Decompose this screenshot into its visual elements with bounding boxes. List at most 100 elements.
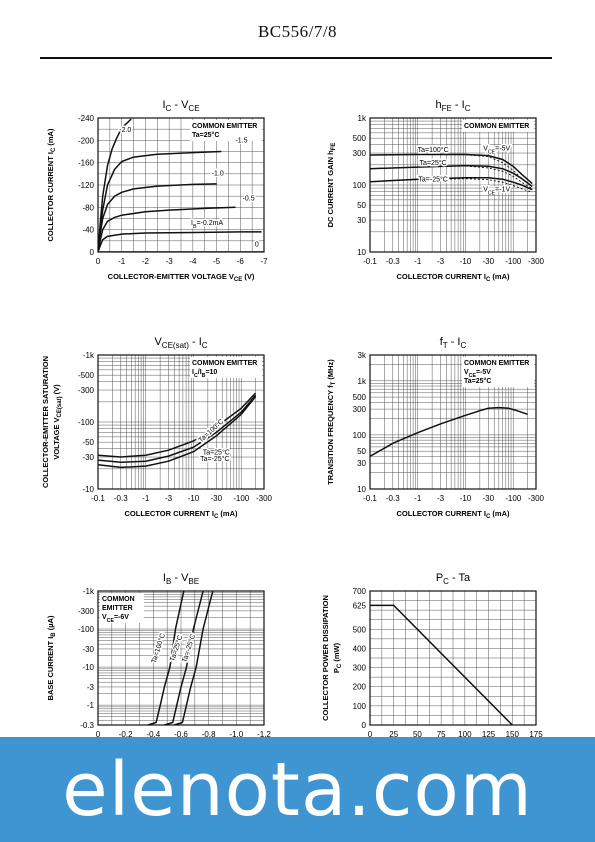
legend-text: EMITTER bbox=[102, 605, 133, 612]
series-line-2 bbox=[173, 591, 214, 725]
y-axis-label: BASE CURRENT IB (µA) bbox=[46, 615, 57, 700]
chart-ft-ic: -0.1 -0.3 -1 -3 -10 -30 -100 -300 10 30 50 100 300 50… bbox=[326, 336, 545, 520]
annotation-halo: -2.0 bbox=[119, 127, 131, 134]
x-tick-label: -4 bbox=[189, 257, 197, 266]
legend-text: COMMON EMITTER bbox=[192, 360, 257, 367]
plot-frame bbox=[369, 354, 537, 490]
annotation-halo: -1.5 bbox=[235, 138, 247, 145]
x-tick-label: 0 bbox=[368, 730, 373, 739]
annotation-halo: Ta=100°C bbox=[418, 146, 449, 154]
legend-condition: VCE=-6V bbox=[102, 614, 129, 624]
x-tick-label: 100 bbox=[458, 730, 472, 739]
y-tick-label: 100 bbox=[353, 181, 367, 190]
x-axis-label: COLLECTOR CURRENT IC (mA) bbox=[397, 272, 510, 283]
plot-frame bbox=[97, 590, 265, 726]
y-tick-label: 50 bbox=[357, 201, 366, 210]
x-tick-label: -100 bbox=[505, 494, 522, 503]
annotation-halo: VCE=-5V bbox=[483, 145, 511, 154]
x-tick-label: -10 bbox=[460, 494, 472, 503]
series-line-0 bbox=[370, 153, 533, 185]
y-tick-label: 10 bbox=[357, 248, 366, 257]
legend-box bbox=[462, 357, 534, 387]
x-tick-label: -300 bbox=[528, 257, 545, 266]
y-tick-label: -100 bbox=[78, 625, 95, 634]
legend-text: COMMON EMITTER bbox=[464, 360, 529, 367]
series-line-4 bbox=[370, 177, 533, 191]
chart-hfe-ic: -0.1 -0.3 -1 -3 -10 -30 -100 -300 10 30 50 100 300 50… bbox=[326, 99, 545, 283]
y-tick-label: -160 bbox=[78, 159, 95, 168]
annotation-halo: IB=-0.2mA bbox=[191, 220, 224, 229]
x-tick-label: -3 bbox=[437, 494, 445, 503]
x-tick-label: -100 bbox=[233, 494, 250, 503]
y-tick-label: -300 bbox=[78, 607, 95, 616]
x-tick-label: -1 bbox=[142, 494, 150, 503]
x-tick-label: -0.3 bbox=[114, 494, 128, 503]
x-axis-label: COLLECTOR CURRENT IC (mA) bbox=[125, 509, 238, 520]
y-tick-label: -500 bbox=[78, 371, 95, 380]
watermark-text: elenota.com bbox=[62, 747, 533, 833]
chart-title: fT - IC bbox=[440, 336, 467, 350]
y-tick-label: -300 bbox=[78, 386, 95, 395]
y-tick-label: -30 bbox=[82, 453, 94, 462]
x-tick-label: -2 bbox=[142, 257, 150, 266]
x-tick-label: 0 bbox=[96, 257, 101, 266]
y-tick-label: 1k bbox=[358, 114, 367, 123]
y-tick-label: -10 bbox=[82, 663, 94, 672]
annotation-halo: Ta=-25°C bbox=[200, 455, 229, 463]
x-tick-label: -1 bbox=[118, 257, 126, 266]
x-tick-label: -0.6 bbox=[174, 730, 188, 739]
series-line-0 bbox=[370, 406, 528, 458]
y-tick-label: -10 bbox=[82, 485, 94, 494]
page-title: BC556/7/8 bbox=[257, 22, 338, 41]
gridlines bbox=[369, 117, 537, 253]
x-tick-label: 50 bbox=[413, 730, 422, 739]
x-tick-label: -0.2 bbox=[119, 730, 133, 739]
y-tick-label: -120 bbox=[78, 181, 95, 190]
y-axis-label: COLLECTOR POWER DISSIPATION bbox=[321, 595, 330, 721]
legend-text: Ta=25°C bbox=[192, 131, 219, 139]
legend-box bbox=[190, 120, 262, 141]
y-tick-label: 200 bbox=[353, 683, 367, 692]
annotation-halo: Ta=25°C bbox=[420, 159, 447, 167]
watermark-banner bbox=[0, 737, 595, 842]
x-tick-label: -30 bbox=[482, 494, 494, 503]
curve-annotation: VCE=-1V bbox=[483, 186, 510, 196]
legend-text: COMMON bbox=[102, 596, 135, 603]
legend-box bbox=[462, 120, 534, 132]
y-tick-label: 100 bbox=[353, 431, 367, 440]
plot-frame bbox=[369, 117, 537, 253]
y-tick-label: 50 bbox=[357, 447, 366, 456]
chart-title: IC - VCE bbox=[162, 99, 199, 113]
curve-annotation: Ta=-25°C bbox=[200, 455, 229, 463]
y-tick-label: 30 bbox=[357, 459, 366, 468]
y-axis-label: DC CURRENT GAIN hFE bbox=[326, 143, 337, 228]
y-tick-label: -80 bbox=[82, 203, 94, 212]
curve-annotation: Ta=-25°C bbox=[418, 176, 447, 184]
curve-annotation: Ta=25°C bbox=[203, 448, 230, 456]
y-axis-label-line2: VOLTAGE VCE(sat) (V) bbox=[52, 384, 63, 460]
x-tick-label: -0.1 bbox=[91, 494, 105, 503]
legend-box bbox=[190, 357, 262, 378]
x-tick-label: -3 bbox=[166, 257, 174, 266]
annotation-halo: VCE=-1V bbox=[483, 186, 511, 195]
series-line-0 bbox=[98, 118, 132, 252]
x-tick-label: -3 bbox=[437, 257, 445, 266]
x-tick-label: -10 bbox=[188, 494, 200, 503]
x-tick-label: -5 bbox=[213, 257, 221, 266]
y-axis-label: TRANSITION FREQUENCY fT (MHz) bbox=[326, 359, 337, 485]
annotation-halo: Ta=25°C bbox=[203, 448, 230, 456]
chart-ib-vbe: 0 -0.2 -0.4 -0.6 -0.8 -1.0 -1.2 -0.3 -1 -3 -10 -30 -… bbox=[46, 572, 271, 756]
curve-annotation: -1.5 bbox=[235, 138, 247, 145]
y-tick-label: -1 bbox=[87, 701, 95, 710]
x-tick-label: -30 bbox=[210, 494, 222, 503]
legend-text: COMMON EMITTER bbox=[192, 123, 257, 130]
y-axis-label: COLLECTOR CURRENT IC (mA) bbox=[46, 128, 57, 241]
x-tick-label: -100 bbox=[505, 257, 522, 266]
y-tick-label: -200 bbox=[78, 136, 95, 145]
y-tick-label: 300 bbox=[353, 405, 367, 414]
curve-annotation: -0.5 bbox=[243, 196, 255, 203]
x-tick-label: -1 bbox=[414, 494, 422, 503]
y-tick-label: 0 bbox=[362, 721, 367, 730]
curve-annotation: Ta=100°C bbox=[418, 146, 449, 154]
curve-annotation: -1.0 bbox=[212, 171, 224, 178]
